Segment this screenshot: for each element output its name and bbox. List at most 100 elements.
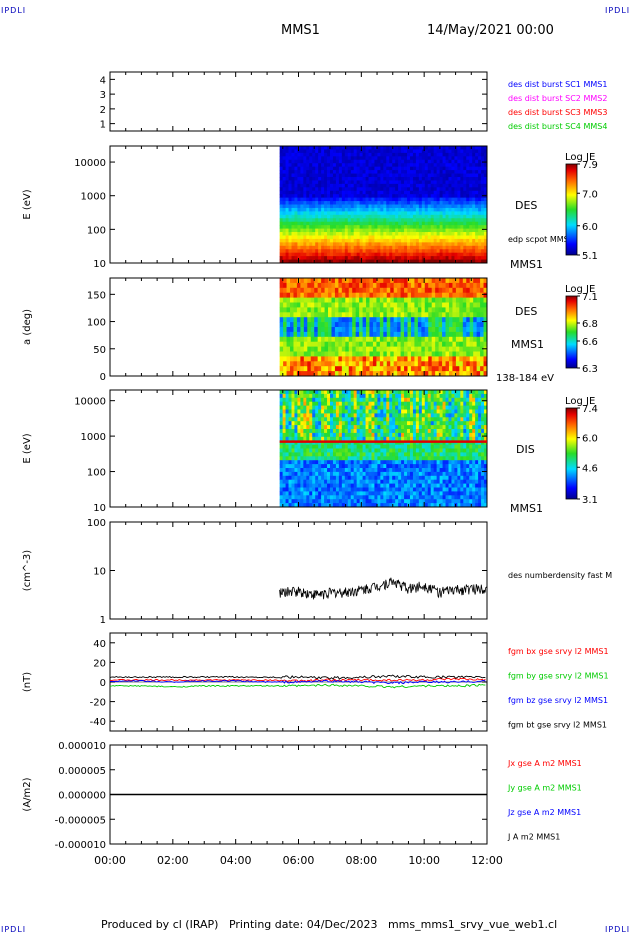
des-energy-cell: [421, 228, 426, 233]
des-energy-cell: [427, 152, 432, 157]
des-pitch-cell: [307, 307, 312, 313]
des-pitch-cell: [314, 331, 319, 338]
dis-energy-cell: [374, 468, 378, 473]
des-energy-cell: [285, 235, 289, 240]
dis-energy-cell: [306, 429, 310, 434]
des-energy-cell: [327, 218, 331, 223]
des-energy-cell: [347, 228, 352, 233]
des-energy-cell: [398, 170, 402, 174]
dis-energy-cell: [353, 468, 358, 473]
des-energy-cell: [484, 242, 488, 247]
des-energy-cell: [421, 245, 426, 250]
des-energy-cell: [312, 201, 316, 205]
dis-energy-cell: [318, 460, 322, 465]
dis-energy-cell: [359, 413, 363, 418]
des-pitch-cell: [455, 312, 460, 318]
dis-energy-cell: [380, 393, 384, 399]
des-energy-cell: [481, 256, 485, 260]
des-energy-cell: [484, 238, 488, 243]
dis-energy-cell: [368, 421, 372, 426]
des-energy-cell: [291, 214, 295, 219]
des-pitch-cell: [321, 307, 325, 313]
dis-energy-cell: [395, 436, 399, 442]
des-energy-cell: [484, 225, 488, 229]
dis-energy-cell: [291, 429, 295, 434]
dis-energy-cell: [356, 495, 361, 500]
des-pitch-cell: [448, 341, 453, 347]
dis-energy-cell: [306, 452, 310, 457]
des-pitch-cell: [414, 341, 419, 347]
dis-energy-cell: [359, 444, 363, 449]
dis-energy-cell: [389, 425, 393, 430]
des-energy-cell: [386, 228, 390, 233]
des-pitch-cell: [310, 336, 315, 343]
des-energy-cell: [282, 225, 286, 229]
des-energy-cell: [392, 173, 396, 178]
des-energy-cell: [472, 152, 476, 157]
dis-energy-cell: [332, 503, 337, 508]
dis-energy-cell: [374, 393, 378, 399]
des-energy-cell: [398, 156, 402, 161]
des-energy-cell: [297, 146, 301, 150]
des-energy-cell: [377, 170, 381, 174]
des-pitch-cell: [476, 278, 481, 284]
des-energy-cell: [389, 214, 393, 219]
dis-energy-cell: [365, 487, 369, 492]
des-energy-cell: [359, 170, 363, 174]
des-energy-cell: [439, 235, 443, 240]
des-energy-cell: [324, 242, 328, 247]
dis-energy-cell: [365, 468, 369, 473]
des-pitch-cell: [400, 317, 405, 323]
dis-energy-cell: [324, 471, 328, 477]
dis-energy-cell: [315, 409, 319, 414]
des-pitch-cell: [452, 331, 457, 338]
des-pitch-cell: [421, 322, 426, 328]
des-energy-cell: [291, 221, 295, 226]
dis-energy-cell: [338, 432, 343, 438]
des-pitch-cell: [469, 346, 474, 352]
des-energy-cell: [448, 176, 452, 181]
dis-energy-cell: [338, 468, 343, 473]
des-energy-cell: [383, 214, 387, 219]
dis-energy-cell: [309, 464, 313, 469]
des-energy-cell: [398, 249, 402, 254]
des-pitch-cell: [300, 346, 305, 352]
des-pitch-cell: [369, 312, 374, 318]
dis-energy-cell: [374, 471, 378, 477]
des-energy-cell: [460, 187, 464, 192]
des-energy-cell: [356, 194, 361, 199]
des-energy-cell: [282, 166, 286, 171]
des-energy-cell: [362, 235, 366, 240]
des-pitch-cell: [372, 312, 377, 318]
des-energy-cell: [335, 232, 340, 236]
des-energy-cell: [409, 259, 414, 264]
des-energy-cell: [341, 187, 346, 192]
des-pitch-cell: [483, 302, 488, 308]
des-pitch-cell: [300, 322, 305, 328]
des-energy-cell: [481, 238, 485, 243]
des-pitch-cell: [476, 292, 481, 298]
dis-energy-cell: [350, 421, 355, 426]
des-energy-cell: [463, 211, 467, 216]
dis-energy-cell: [291, 491, 295, 496]
des-pitch-cell: [296, 366, 301, 372]
des-energy-cell: [404, 232, 408, 236]
des-energy-cell: [353, 238, 358, 243]
des-pitch-cell: [466, 341, 471, 347]
dis-energy-cell: [374, 491, 378, 496]
des-pitch-cell: [404, 307, 408, 313]
des-energy-cell: [407, 176, 411, 181]
des-energy-cell: [469, 207, 473, 212]
dis-energy-cell: [347, 491, 352, 496]
des-energy-cell: [306, 146, 310, 150]
dis-energy-cell: [332, 491, 337, 496]
des-pitch-cell: [300, 361, 305, 367]
des-energy-cell: [353, 183, 358, 188]
dis-energy-cell: [335, 475, 340, 481]
des-energy-cell: [392, 156, 396, 161]
des-pitch-label-energy: 138-184 eV: [496, 373, 554, 384]
des-pitch-cell: [345, 317, 350, 323]
des-energy-cell: [401, 149, 405, 154]
dis-energy-cell: [288, 397, 292, 403]
des-energy-cell: [395, 156, 399, 161]
